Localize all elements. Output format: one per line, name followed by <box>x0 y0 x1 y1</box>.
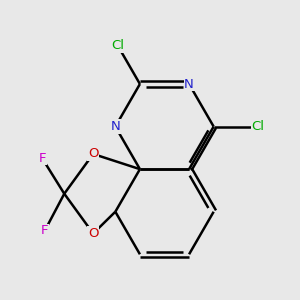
Text: O: O <box>88 148 98 160</box>
Text: F: F <box>38 152 46 165</box>
Text: N: N <box>184 77 194 91</box>
Text: O: O <box>88 227 98 240</box>
Text: Cl: Cl <box>111 39 124 52</box>
Text: F: F <box>41 224 48 237</box>
Text: Cl: Cl <box>251 120 264 133</box>
Text: N: N <box>110 120 120 133</box>
